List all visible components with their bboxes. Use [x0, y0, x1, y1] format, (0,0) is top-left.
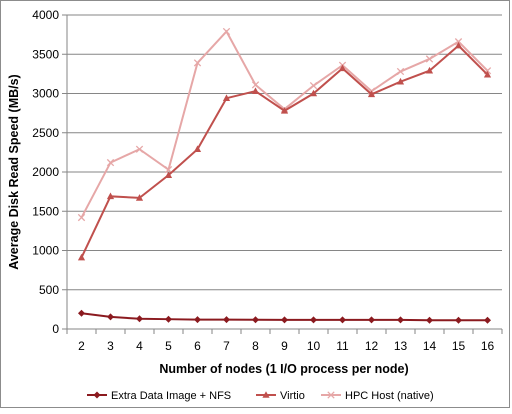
x-tick-label: 15: [452, 339, 466, 353]
data-point: [193, 145, 202, 153]
x-tick-label: 4: [136, 339, 143, 353]
legend-item: HPC Host (native): [321, 390, 434, 402]
x-tick-label: 9: [281, 339, 288, 353]
data-point: [425, 55, 434, 63]
legend-label: HPC Host (native): [345, 390, 434, 402]
x-tick-label: 3: [107, 339, 114, 353]
data-point: [193, 59, 202, 67]
data-point: [164, 171, 173, 178]
y-tick-label: 3000: [32, 87, 59, 101]
data-point: [164, 165, 173, 174]
y-tick-label: 500: [39, 283, 59, 297]
data-point: [77, 213, 86, 222]
legend-marker: [262, 391, 270, 398]
data-point: [251, 81, 260, 89]
gridlines: [67, 14, 502, 291]
data-point: [107, 313, 114, 321]
data-point: [338, 64, 347, 72]
data-point: [483, 70, 492, 78]
x-tick-label: 2: [78, 339, 85, 353]
y-tick-label: 1500: [32, 204, 59, 218]
data-point: [396, 77, 405, 85]
data-point: [396, 67, 405, 76]
data-point: [222, 27, 231, 36]
x-tick-label: 7: [223, 339, 230, 353]
data-point: [194, 316, 201, 324]
x-axis-title: Number of nodes (1 I/O process per node): [159, 362, 408, 376]
x-tick-label: 6: [194, 339, 201, 353]
y-tick-labels: 0 500 1000 1500 2000 2500 3000 3500 4000: [32, 8, 67, 336]
x-tick-label: 11: [336, 339, 349, 353]
data-point: [455, 316, 462, 324]
data-point: [78, 309, 85, 317]
data-point: [281, 316, 288, 324]
series-2: [77, 27, 492, 222]
x-tick-label: 5: [165, 339, 172, 353]
y-tick-label: 2000: [32, 165, 59, 179]
data-point: [136, 315, 143, 323]
x-tick-label: 10: [307, 339, 321, 353]
series-1: [77, 41, 492, 261]
data-point: [397, 316, 404, 324]
data-point: [222, 94, 231, 102]
legend-item: Virtio: [256, 390, 305, 402]
data-point: [367, 90, 376, 98]
data-point: [425, 66, 434, 74]
legend-marker: [327, 391, 335, 399]
y-tick-label: 2500: [32, 126, 59, 140]
legend-item: Extra Data Image + NFS: [87, 390, 231, 402]
y-tick-label: 4000: [32, 8, 59, 22]
data-point: [454, 38, 463, 46]
y-tick-label: 3500: [32, 47, 59, 61]
data-point: [309, 89, 318, 97]
data-point: [310, 316, 317, 324]
data-point: [77, 253, 86, 261]
data-point: [165, 315, 172, 323]
data-point: [426, 316, 433, 324]
legend-marker: [93, 391, 101, 399]
data-point: [309, 81, 318, 90]
data-point: [135, 194, 144, 201]
series-layer: [77, 27, 492, 324]
data-point: [252, 316, 259, 324]
x-tick-label: 12: [365, 339, 379, 353]
x-tick-label: 8: [252, 339, 259, 353]
x-tick-label: 13: [394, 339, 408, 353]
legend-label: Extra Data Image + NFS: [111, 390, 231, 402]
legend-label: Virtio: [280, 390, 305, 402]
data-point: [135, 145, 144, 153]
series-line: [80, 29, 489, 218]
data-point: [106, 192, 115, 200]
y-tick-label: 1000: [32, 244, 59, 258]
x-tick-label: 16: [481, 339, 495, 353]
x-tick-label: 14: [423, 339, 437, 353]
data-point: [339, 316, 346, 324]
data-point: [251, 87, 260, 94]
series-0: [78, 309, 491, 324]
data-point: [223, 316, 230, 324]
data-point: [454, 41, 463, 49]
y-tick-label: 0: [52, 322, 59, 336]
legend: Extra Data Image + NFS Virtio HPC Host (na…: [87, 390, 434, 402]
data-point: [280, 106, 289, 114]
data-point: [368, 316, 375, 324]
data-point: [484, 316, 491, 324]
y-axis-title: Average Disk Read Speed (MB/s): [7, 74, 21, 269]
x-tick-labels: 2 3 4 5 6 7 8 9 10 11 12 13 14 15 16: [66, 329, 503, 353]
data-point: [106, 158, 115, 167]
